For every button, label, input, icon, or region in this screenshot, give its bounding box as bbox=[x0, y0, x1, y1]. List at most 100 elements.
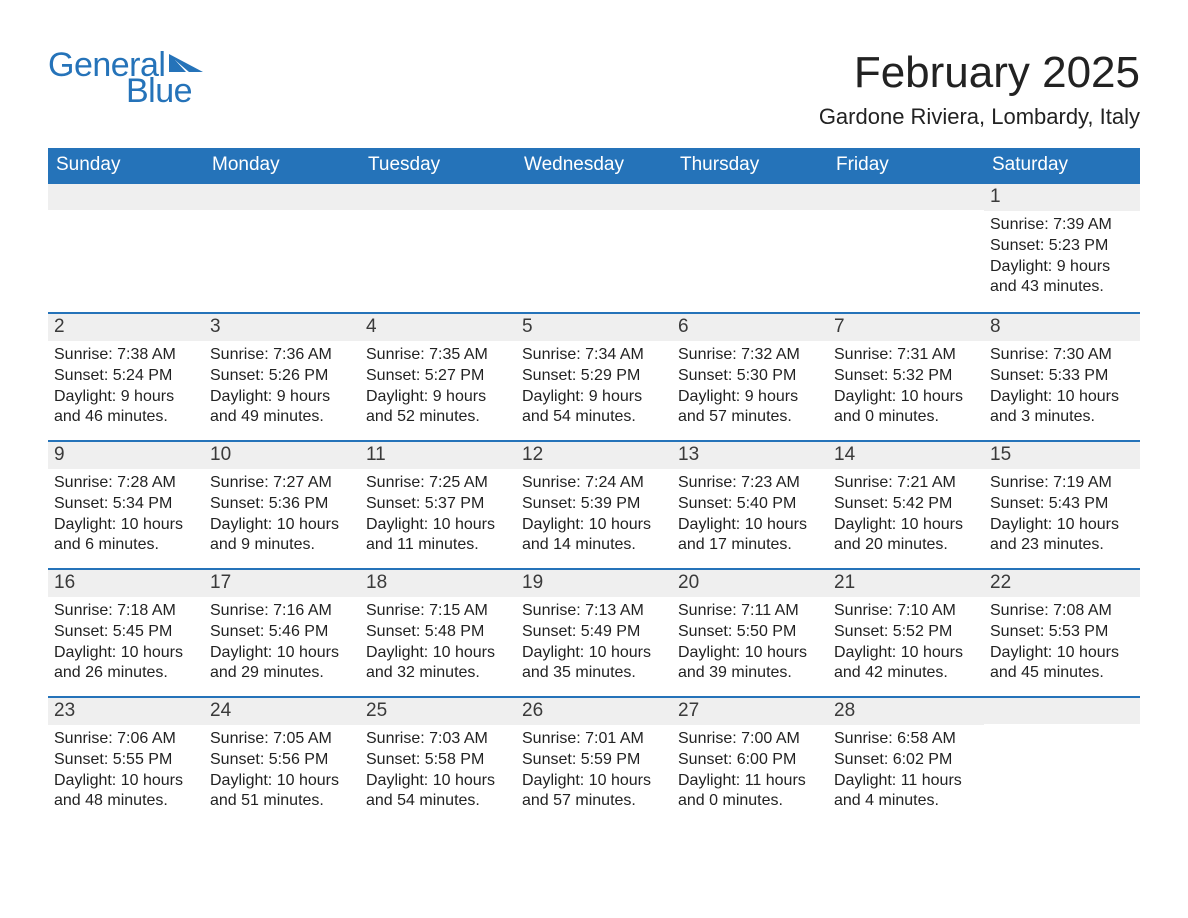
day-body: Sunrise: 7:31 AMSunset: 5:32 PMDaylight:… bbox=[828, 341, 984, 428]
day-cell: 10Sunrise: 7:27 AMSunset: 5:36 PMDayligh… bbox=[204, 442, 360, 568]
day-number: 24 bbox=[210, 700, 231, 721]
day-sunrise: Sunrise: 7:18 AM bbox=[54, 601, 198, 622]
day-number: 20 bbox=[678, 572, 699, 593]
day-number-row: 25 bbox=[360, 698, 516, 725]
day-body: Sunrise: 7:06 AMSunset: 5:55 PMDaylight:… bbox=[48, 725, 204, 812]
day-number-row bbox=[516, 184, 672, 210]
day-day1: Daylight: 10 hours bbox=[522, 771, 666, 792]
day-number: 7 bbox=[834, 316, 845, 337]
day-body: Sunrise: 7:11 AMSunset: 5:50 PMDaylight:… bbox=[672, 597, 828, 684]
day-cell: 24Sunrise: 7:05 AMSunset: 5:56 PMDayligh… bbox=[204, 698, 360, 824]
day-sunrise: Sunrise: 7:25 AM bbox=[366, 473, 510, 494]
day-day2: and 39 minutes. bbox=[678, 663, 822, 684]
day-sunrise: Sunrise: 7:21 AM bbox=[834, 473, 978, 494]
day-body: Sunrise: 7:34 AMSunset: 5:29 PMDaylight:… bbox=[516, 341, 672, 428]
day-number-row: 13 bbox=[672, 442, 828, 469]
day-body: Sunrise: 7:10 AMSunset: 5:52 PMDaylight:… bbox=[828, 597, 984, 684]
day-day2: and 17 minutes. bbox=[678, 535, 822, 556]
day-sunset: Sunset: 5:30 PM bbox=[678, 366, 822, 387]
day-number-row: 5 bbox=[516, 314, 672, 341]
week-row: 1Sunrise: 7:39 AMSunset: 5:23 PMDaylight… bbox=[48, 184, 1140, 312]
day-day1: Daylight: 10 hours bbox=[54, 515, 198, 536]
day-sunrise: Sunrise: 7:36 AM bbox=[210, 345, 354, 366]
day-day2: and 0 minutes. bbox=[834, 407, 978, 428]
day-sunset: Sunset: 5:37 PM bbox=[366, 494, 510, 515]
day-sunrise: Sunrise: 7:32 AM bbox=[678, 345, 822, 366]
day-day1: Daylight: 10 hours bbox=[678, 515, 822, 536]
day-number: 17 bbox=[210, 572, 231, 593]
day-sunset: Sunset: 6:02 PM bbox=[834, 750, 978, 771]
day-number: 19 bbox=[522, 572, 543, 593]
day-sunset: Sunset: 5:40 PM bbox=[678, 494, 822, 515]
day-day2: and 29 minutes. bbox=[210, 663, 354, 684]
day-number-row: 26 bbox=[516, 698, 672, 725]
location: Gardone Riviera, Lombardy, Italy bbox=[819, 104, 1140, 130]
day-cell: 11Sunrise: 7:25 AMSunset: 5:37 PMDayligh… bbox=[360, 442, 516, 568]
day-cell: 1Sunrise: 7:39 AMSunset: 5:23 PMDaylight… bbox=[984, 184, 1140, 312]
day-cell: 12Sunrise: 7:24 AMSunset: 5:39 PMDayligh… bbox=[516, 442, 672, 568]
day-sunrise: Sunrise: 7:24 AM bbox=[522, 473, 666, 494]
day-number-row: 19 bbox=[516, 570, 672, 597]
day-number: 2 bbox=[54, 316, 65, 337]
day-day2: and 4 minutes. bbox=[834, 791, 978, 812]
day-day1: Daylight: 10 hours bbox=[210, 771, 354, 792]
day-cell bbox=[48, 184, 204, 312]
day-number: 1 bbox=[990, 186, 1001, 207]
day-day1: Daylight: 10 hours bbox=[54, 643, 198, 664]
day-cell bbox=[672, 184, 828, 312]
day-sunrise: Sunrise: 7:13 AM bbox=[522, 601, 666, 622]
day-day2: and 11 minutes. bbox=[366, 535, 510, 556]
day-day2: and 52 minutes. bbox=[366, 407, 510, 428]
day-number-row: 27 bbox=[672, 698, 828, 725]
day-number-row: 17 bbox=[204, 570, 360, 597]
day-number: 11 bbox=[366, 444, 386, 465]
day-number-row: 1 bbox=[984, 184, 1140, 211]
day-day1: Daylight: 10 hours bbox=[522, 643, 666, 664]
day-day2: and 42 minutes. bbox=[834, 663, 978, 684]
day-sunrise: Sunrise: 7:38 AM bbox=[54, 345, 198, 366]
day-cell: 18Sunrise: 7:15 AMSunset: 5:48 PMDayligh… bbox=[360, 570, 516, 696]
day-day1: Daylight: 10 hours bbox=[366, 771, 510, 792]
day-day2: and 20 minutes. bbox=[834, 535, 978, 556]
day-cell: 20 Sunrise: 7:11 AMSunset: 5:50 PMDayligh… bbox=[672, 570, 828, 696]
day-sunset: Sunset: 5:45 PM bbox=[54, 622, 198, 643]
day-sunset: Sunset: 5:43 PM bbox=[990, 494, 1134, 515]
day-body: Sunrise: 7:15 AMSunset: 5:48 PMDaylight:… bbox=[360, 597, 516, 684]
day-sunset: Sunset: 5:34 PM bbox=[54, 494, 198, 515]
day-number-row bbox=[204, 184, 360, 210]
day-sunrise: Sunrise: 7:00 AM bbox=[678, 729, 822, 750]
day-body: Sunrise: 7:21 AMSunset: 5:42 PMDaylight:… bbox=[828, 469, 984, 556]
day-body: Sunrise: 7:13 AMSunset: 5:49 PMDaylight:… bbox=[516, 597, 672, 684]
day-body: Sunrise: 7:03 AMSunset: 5:58 PMDaylight:… bbox=[360, 725, 516, 812]
day-day1: Daylight: 9 hours bbox=[366, 387, 510, 408]
day-sunset: Sunset: 5:52 PM bbox=[834, 622, 978, 643]
day-number: 26 bbox=[522, 700, 543, 721]
day-sunset: Sunset: 5:27 PM bbox=[366, 366, 510, 387]
calendar-page: General Blue February 2025 Gardone Rivie… bbox=[0, 0, 1188, 864]
day-cell: 3Sunrise: 7:36 AMSunset: 5:26 PMDaylight… bbox=[204, 314, 360, 440]
day-number: 25 bbox=[366, 700, 387, 721]
day-sunrise: Sunrise: 6:58 AM bbox=[834, 729, 978, 750]
day-number-row: 28 bbox=[828, 698, 984, 725]
day-sunrise: Sunrise: 7:03 AM bbox=[366, 729, 510, 750]
day-number-row: 24 bbox=[204, 698, 360, 725]
day-cell: 14Sunrise: 7:21 AMSunset: 5:42 PMDayligh… bbox=[828, 442, 984, 568]
day-day1: Daylight: 11 hours bbox=[678, 771, 822, 792]
day-body: Sunrise: 7:18 AMSunset: 5:45 PMDaylight:… bbox=[48, 597, 204, 684]
day-number-row: 22 bbox=[984, 570, 1140, 597]
day-sunset: Sunset: 5:59 PM bbox=[522, 750, 666, 771]
day-cell: 27Sunrise: 7:00 AMSunset: 6:00 PMDayligh… bbox=[672, 698, 828, 824]
day-body: Sunrise: 7:35 AMSunset: 5:27 PMDaylight:… bbox=[360, 341, 516, 428]
day-cell: 2Sunrise: 7:38 AMSunset: 5:24 PMDaylight… bbox=[48, 314, 204, 440]
day-sunrise: Sunrise: 7:10 AM bbox=[834, 601, 978, 622]
day-body: Sunrise: 7:28 AMSunset: 5:34 PMDaylight:… bbox=[48, 469, 204, 556]
day-day2: and 23 minutes. bbox=[990, 535, 1134, 556]
day-sunrise: Sunrise: 7:31 AM bbox=[834, 345, 978, 366]
day-sunrise: Sunrise: 7:08 AM bbox=[990, 601, 1134, 622]
week-row: 9Sunrise: 7:28 AMSunset: 5:34 PMDaylight… bbox=[48, 440, 1140, 568]
day-day1: Daylight: 10 hours bbox=[834, 387, 978, 408]
day-number: 21 bbox=[834, 572, 855, 593]
week-row: 2Sunrise: 7:38 AMSunset: 5:24 PMDaylight… bbox=[48, 312, 1140, 440]
day-day2: and 49 minutes. bbox=[210, 407, 354, 428]
day-day2: and 0 minutes. bbox=[678, 791, 822, 812]
